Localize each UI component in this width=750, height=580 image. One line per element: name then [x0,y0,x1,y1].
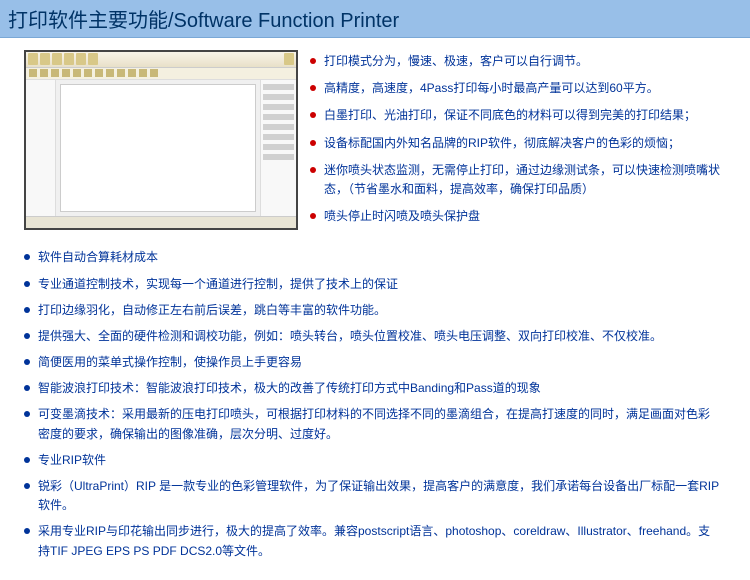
screenshot-body [26,80,296,216]
bullet-text: 提供强大、全面的硬件检测和调校功能，例如：喷头转台，喷头位置校准、喷头电压调整、… [38,327,720,346]
bullet-icon [310,58,316,64]
list-item: 白墨打印、光油打印，保证不同底色的材料可以得到完美的打印结果； [310,106,720,125]
bullet-icon [24,281,30,287]
bullet-icon [24,457,30,463]
list-item: 专业RIP软件 [24,451,720,470]
page-header: 打印软件主要功能/Software Function Printer [0,0,750,38]
list-item: 锐彩（UltraPrint）RIP 是一款专业的色彩管理软件，为了保证输出效果，… [24,477,720,515]
screenshot-canvas [60,84,256,212]
bullet-icon [24,333,30,339]
bullet-icon [310,213,316,219]
screenshot-status-bar [26,216,296,228]
list-item: 采用专业RIP与印花输出同步进行，极大的提高了效率。兼容postscript语言… [24,522,720,560]
bullet-text: 智能波浪打印技术：智能波浪打印技术，极大的改善了传统打印方式中Banding和P… [38,379,720,398]
bullet-text: 喷头停止时闪喷及喷头保护盘 [324,207,720,226]
software-screenshot [24,50,298,230]
list-item: 可变墨滴技术：采用最新的压电打印喷头，可根据打印材料的不同选择不同的墨滴组合，在… [24,405,720,443]
bullet-text: 采用专业RIP与印花输出同步进行，极大的提高了效率。兼容postscript语言… [38,522,720,560]
bullet-icon [24,254,30,260]
list-item: 设备标配国内外知名品牌的RIP软件，彻底解决客户的色彩的烦恼； [310,134,720,153]
bullet-icon [24,483,30,489]
screenshot-left-panel [26,80,56,216]
screenshot-toolbar-1 [26,52,296,68]
list-item: 打印边缘羽化，自动修正左右前后误差，跳白等丰富的软件功能。 [24,301,720,320]
bottom-feature-list: 软件自动合算耗材成本 专业通道控制技术，实现每一个通道进行控制，提供了技术上的保… [24,248,720,560]
content-area: 打印模式分为，慢速、极速，客户可以自行调节。 高精度，高速度，4Pass打印每小… [0,38,750,580]
list-item: 喷头停止时闪喷及喷头保护盘 [310,207,720,226]
bullet-text: 可变墨滴技术：采用最新的压电打印喷头，可根据打印材料的不同选择不同的墨滴组合，在… [38,405,720,443]
bullet-text: 白墨打印、光油打印，保证不同底色的材料可以得到完美的打印结果； [324,106,720,125]
bullet-text: 高精度，高速度，4Pass打印每小时最高产量可以达到60平方。 [324,79,720,98]
list-item: 迷你喷头状态监测，无需停止打印，通过边缘测试条，可以快速检测喷嘴状态，（节省墨水… [310,161,720,199]
screenshot-right-panel [260,80,296,216]
list-item: 提供强大、全面的硬件检测和调校功能，例如：喷头转台，喷头位置校准、喷头电压调整、… [24,327,720,346]
list-item: 智能波浪打印技术：智能波浪打印技术，极大的改善了传统打印方式中Banding和P… [24,379,720,398]
bullet-text: 软件自动合算耗材成本 [38,248,720,267]
bullet-icon [24,385,30,391]
bullet-icon [24,307,30,313]
bullet-icon [310,112,316,118]
bullet-icon [310,140,316,146]
bullet-icon [24,411,30,417]
bullet-text: 专业RIP软件 [38,451,720,470]
bullet-icon [24,528,30,534]
list-item: 专业通道控制技术，实现每一个通道进行控制，提供了技术上的保证 [24,275,720,294]
list-item: 打印模式分为，慢速、极速，客户可以自行调节。 [310,52,720,71]
right-feature-list: 打印模式分为，慢速、极速，客户可以自行调节。 高精度，高速度，4Pass打印每小… [310,50,720,234]
bullet-icon [24,359,30,365]
bullet-icon [310,85,316,91]
bullet-text: 迷你喷头状态监测，无需停止打印，通过边缘测试条，可以快速检测喷嘴状态，（节省墨水… [324,161,720,199]
list-item: 简便医用的菜单式操作控制，使操作员上手更容易 [24,353,720,372]
header-title: 打印软件主要功能/Software Function Printer [8,10,399,32]
bullet-text: 打印模式分为，慢速、极速，客户可以自行调节。 [324,52,720,71]
bullet-icon [310,167,316,173]
list-item: 高精度，高速度，4Pass打印每小时最高产量可以达到60平方。 [310,79,720,98]
screenshot-toolbar-2 [26,68,296,80]
bullet-text: 打印边缘羽化，自动修正左右前后误差，跳白等丰富的软件功能。 [38,301,720,320]
bullet-text: 设备标配国内外知名品牌的RIP软件，彻底解决客户的色彩的烦恼； [324,134,720,153]
bullet-text: 简便医用的菜单式操作控制，使操作员上手更容易 [38,353,720,372]
top-section: 打印模式分为，慢速、极速，客户可以自行调节。 高精度，高速度，4Pass打印每小… [24,50,720,234]
list-item: 软件自动合算耗材成本 [24,248,720,267]
bullet-text: 专业通道控制技术，实现每一个通道进行控制，提供了技术上的保证 [38,275,720,294]
bullet-text: 锐彩（UltraPrint）RIP 是一款专业的色彩管理软件，为了保证输出效果，… [38,477,720,515]
